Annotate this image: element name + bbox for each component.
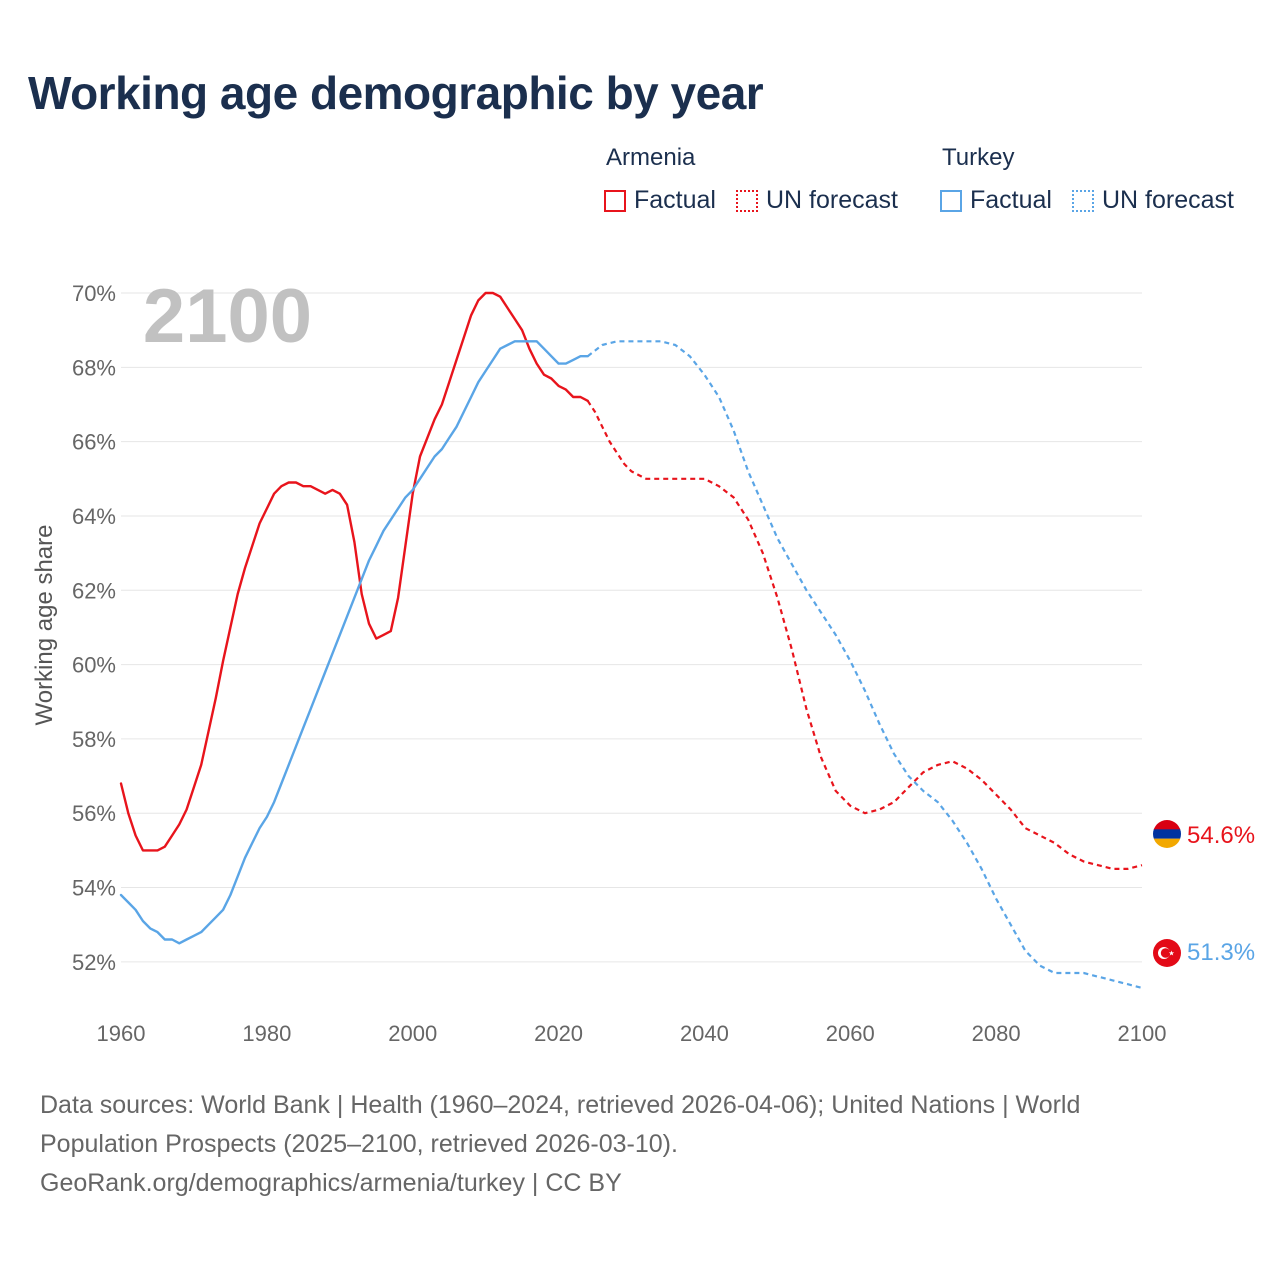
legend-item-armenia-forecast[interactable]: UN forecast <box>735 186 898 215</box>
x-tick-label: 2000 <box>388 1021 437 1046</box>
source-link[interactable]: GeoRank.org/demographics/armenia/turkey … <box>40 1169 622 1197</box>
legend-swatch-dotted <box>1071 189 1094 212</box>
x-tick-label: 2060 <box>826 1021 875 1046</box>
end-label-armenia: 54.6% <box>1187 822 1255 849</box>
data-source-note: Data sources: World Bank | Health (1960–… <box>40 1086 1200 1203</box>
x-axis-ticks: 1960 1980 2000 2020 2040 2060 2080 2100 <box>97 1021 1167 1046</box>
x-tick-label: 1960 <box>97 1021 146 1046</box>
series-line-turkey-forecast <box>587 340 1143 989</box>
legend-swatch-solid <box>940 189 962 212</box>
y-axis-ticks: 52% 54% 56% 58% 60% 62% 64% 66% 68% 70% <box>72 281 116 975</box>
y-tick-label: 62% <box>72 578 116 603</box>
series-line-armenia-forecast <box>586 400 1143 870</box>
source-line: Data sources: World Bank | Health (1960–… <box>40 1091 1081 1119</box>
y-tick-label: 54% <box>72 876 116 901</box>
x-tick-label: 2020 <box>534 1021 583 1046</box>
x-tick-label: 2100 <box>1118 1021 1167 1046</box>
x-tick-label: 2080 <box>972 1021 1021 1046</box>
series-lines <box>119 291 1143 989</box>
legend-label: Factual <box>970 186 1052 214</box>
legend-item-armenia-factual[interactable]: Factual <box>604 186 716 215</box>
legend-label: UN forecast <box>765 186 898 214</box>
armenia-flag-icon <box>1153 820 1181 848</box>
series-line-armenia-factual <box>119 291 589 852</box>
legend-group-name: Turkey <box>942 144 1015 171</box>
legend-group-name: Armenia <box>606 144 696 171</box>
year-watermark: 2100 <box>143 274 312 359</box>
legend-label: UN forecast <box>1101 186 1234 214</box>
y-axis-label: Working age share <box>31 525 58 726</box>
y-tick-label: 58% <box>72 727 116 752</box>
grid-lines <box>121 292 1142 963</box>
y-tick-label: 60% <box>72 653 116 678</box>
y-tick-label: 68% <box>72 355 116 380</box>
x-tick-label: 1980 <box>242 1021 291 1046</box>
legend-swatch-dotted <box>735 189 758 212</box>
turkey-flag-icon <box>1153 939 1181 967</box>
source-line: Population Prospects (2025–2100, retriev… <box>40 1130 678 1158</box>
chart-title: Working age demographic by year <box>28 67 764 119</box>
y-tick-label: 64% <box>72 504 116 529</box>
end-label-turkey: 51.3% <box>1187 939 1255 966</box>
legend-item-turkey-factual[interactable]: Factual <box>940 186 1052 215</box>
y-tick-label: 66% <box>72 430 116 455</box>
legend-item-turkey-forecast[interactable]: UN forecast <box>1071 186 1234 215</box>
legend-group-armenia: Armenia Factual UN forecast <box>604 144 918 215</box>
y-tick-label: 56% <box>72 801 116 826</box>
y-tick-label: 70% <box>72 281 116 306</box>
y-tick-label: 52% <box>72 950 116 975</box>
x-tick-label: 2040 <box>680 1021 729 1046</box>
legend-swatch-solid <box>604 189 626 212</box>
legend-label: Factual <box>634 186 716 214</box>
legend-group-turkey: Turkey Factual UN forecast <box>940 144 1254 215</box>
series-line-turkey-factual <box>119 340 589 945</box>
